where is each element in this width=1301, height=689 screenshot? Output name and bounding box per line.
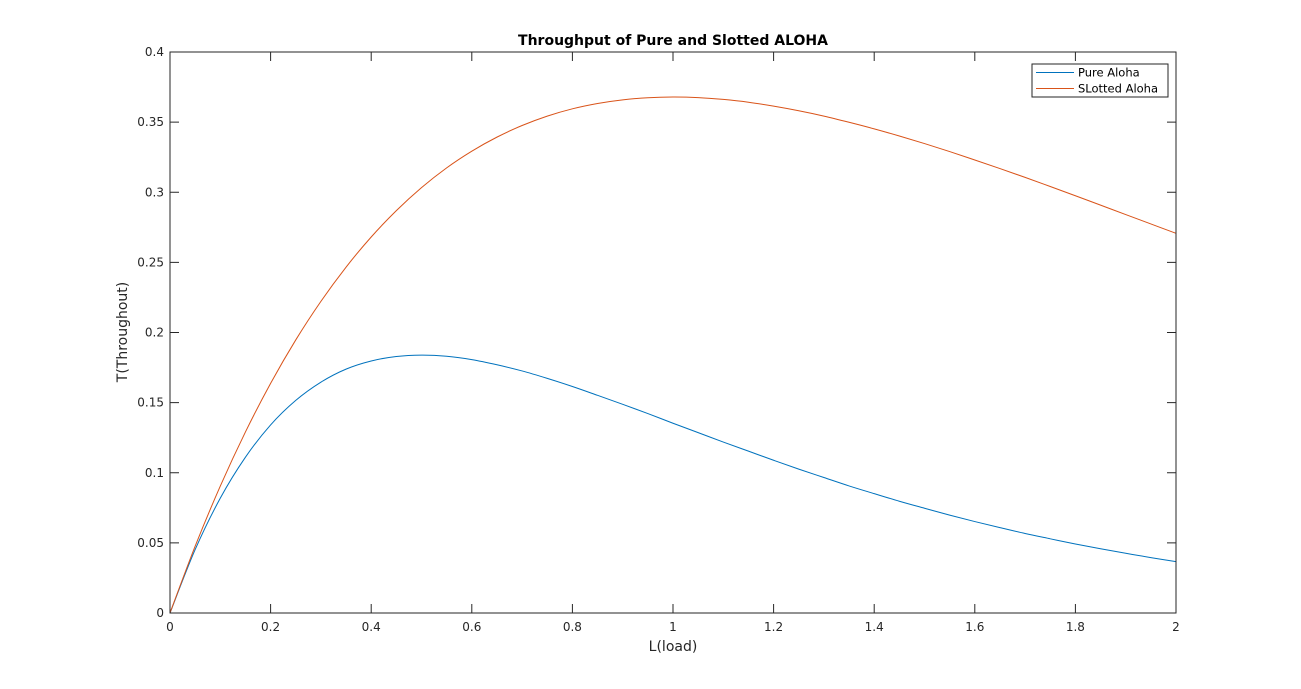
x-tick-label: 1.4 — [865, 620, 884, 634]
x-tick-label: 0.2 — [261, 620, 280, 634]
x-tick-label: 1.8 — [1066, 620, 1085, 634]
plot-area — [170, 52, 1176, 613]
chart-title: Throughput of Pure and Slotted ALOHA — [518, 33, 828, 49]
x-tick-label: 2 — [1172, 620, 1180, 634]
series-layer — [169, 96, 1177, 614]
x-tick-label: 0.4 — [362, 620, 381, 634]
legend-label-pure-aloha: Pure Aloha — [1078, 66, 1140, 80]
y-tick-label: 0.3 — [145, 185, 164, 199]
y-tick-label: 0.2 — [145, 326, 164, 340]
legend-label-slotted-aloha: SLotted Aloha — [1078, 82, 1158, 96]
y-tick-label: 0.4 — [145, 45, 164, 59]
x-axis-label: L(load) — [649, 639, 698, 655]
y-tick-label: 0.25 — [137, 255, 164, 269]
legend: Pure Aloha SLotted Aloha — [1031, 63, 1169, 98]
legend-box — [1031, 63, 1169, 98]
series-line-pure-aloha — [169, 354, 1177, 614]
y-tick-label: 0.05 — [137, 536, 164, 550]
x-tick-label: 1.6 — [965, 620, 984, 634]
x-tick-label: 1.2 — [764, 620, 783, 634]
x-tick-label: 0.6 — [462, 620, 481, 634]
y-tick-labels: 0 0.05 0.1 0.15 0.2 0.25 0.3 0.35 0.4 — [137, 45, 164, 620]
y-axis-label: T(Throughout) — [115, 282, 131, 383]
y-tick-label: 0.35 — [137, 115, 164, 129]
x-tick-label: 0.8 — [563, 620, 582, 634]
x-tick-label: 1 — [669, 620, 677, 634]
series-line-slotted-aloha — [169, 96, 1177, 614]
y-tick-label: 0.15 — [137, 396, 164, 410]
plot-box — [169, 51, 1177, 614]
y-tick-label: 0.1 — [145, 466, 164, 480]
x-tick-label: 0 — [166, 620, 174, 634]
x-tick-labels: 0 0.2 0.4 0.6 0.8 1 1.2 1.4 1.6 1.8 2 — [166, 620, 1180, 634]
y-tick-label: 0 — [156, 606, 164, 620]
